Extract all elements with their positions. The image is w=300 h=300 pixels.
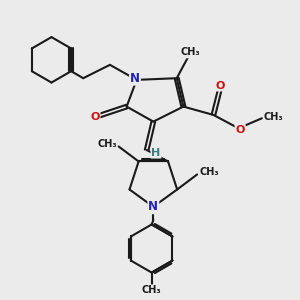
Text: O: O <box>236 125 245 135</box>
Text: CH₃: CH₃ <box>142 285 161 295</box>
Text: O: O <box>215 80 225 91</box>
Text: N: N <box>130 72 140 85</box>
Text: O: O <box>90 112 100 122</box>
Text: CH₃: CH₃ <box>264 112 284 122</box>
Text: CH₃: CH₃ <box>97 139 117 149</box>
Text: N: N <box>148 200 158 213</box>
Text: CH₃: CH₃ <box>180 47 200 58</box>
Text: H: H <box>152 148 160 158</box>
Text: CH₃: CH₃ <box>199 167 219 177</box>
